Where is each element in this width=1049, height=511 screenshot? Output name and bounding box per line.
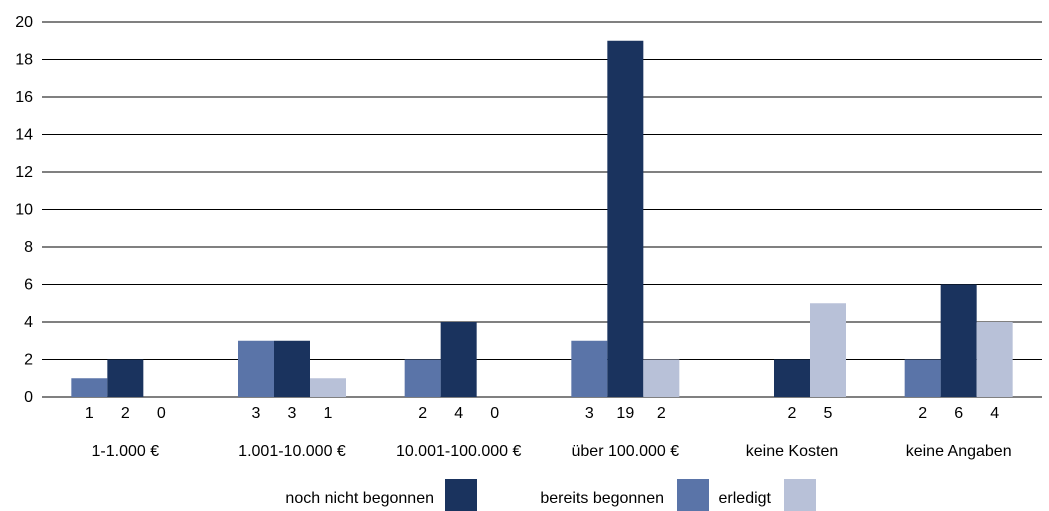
data-labels: 1 2 0 3 3 1 2 4 0 3 19 2 2 5 2 6 4 — [85, 405, 999, 422]
bar — [440, 322, 477, 397]
y-tick-label: 20 — [15, 14, 33, 31]
data-label: 2 — [121, 405, 130, 422]
bar — [940, 284, 977, 397]
category-label: keine Angaben — [906, 443, 1012, 460]
data-label: 0 — [490, 405, 499, 422]
y-axis-ticks: 0 2 4 6 8 10 12 14 16 18 20 — [15, 14, 33, 406]
bar — [310, 378, 346, 397]
bar — [404, 359, 441, 397]
data-label: 1 — [85, 405, 94, 422]
data-label: 2 — [918, 405, 927, 422]
data-label: 4 — [454, 405, 463, 422]
data-label: 2 — [657, 405, 666, 422]
data-label: 6 — [954, 405, 963, 422]
y-tick-label: 2 — [24, 352, 33, 369]
y-tick-label: 0 — [24, 389, 33, 406]
data-label: 5 — [824, 405, 833, 422]
data-label: 2 — [418, 405, 427, 422]
legend-swatch — [677, 479, 709, 511]
data-label: 3 — [252, 405, 261, 422]
bar — [643, 359, 680, 397]
legend-swatch — [445, 479, 477, 511]
category-labels: 1-1.000 € 1.001-10.000 € 10.001-100.000 € ü… — [92, 443, 1012, 460]
y-tick-label: 16 — [15, 89, 33, 106]
category-label: 1.001-10.000 € — [238, 443, 346, 460]
bar — [904, 359, 941, 397]
category-label: keine Kosten — [746, 443, 839, 460]
bar — [238, 340, 274, 397]
data-label: 3 — [585, 405, 594, 422]
category-label: 1-1.000 € — [92, 443, 160, 460]
data-label: 1 — [324, 405, 333, 422]
y-tick-label: 18 — [15, 52, 33, 69]
bar — [976, 322, 1013, 397]
bar — [274, 340, 310, 397]
bar — [107, 359, 144, 397]
legend: noch nicht begonnen bereits begonnen erled… — [285, 479, 816, 511]
bar — [71, 378, 108, 397]
legend-swatch — [784, 479, 816, 511]
legend-label: noch nicht begonnen — [285, 490, 434, 507]
category-label: 10.001-100.000 € — [396, 443, 522, 460]
y-tick-label: 6 — [24, 277, 33, 294]
data-label: 4 — [990, 405, 999, 422]
y-tick-label: 12 — [15, 164, 33, 181]
data-label: 3 — [288, 405, 297, 422]
legend-label: erledigt — [719, 490, 772, 507]
gridlines — [42, 21, 1042, 398]
data-label: 19 — [616, 405, 634, 422]
bar — [810, 303, 846, 397]
bars — [71, 40, 1013, 397]
data-label: 0 — [157, 405, 166, 422]
category-label: über 100.000 € — [572, 443, 680, 460]
y-tick-label: 8 — [24, 239, 33, 256]
data-label: 2 — [788, 405, 797, 422]
y-tick-label: 10 — [15, 202, 33, 219]
y-tick-label: 14 — [15, 127, 33, 144]
y-tick-label: 4 — [24, 314, 33, 331]
bar — [571, 340, 608, 397]
bar — [607, 40, 644, 397]
legend-label: bereits begonnen — [540, 490, 664, 507]
bar — [774, 359, 810, 397]
